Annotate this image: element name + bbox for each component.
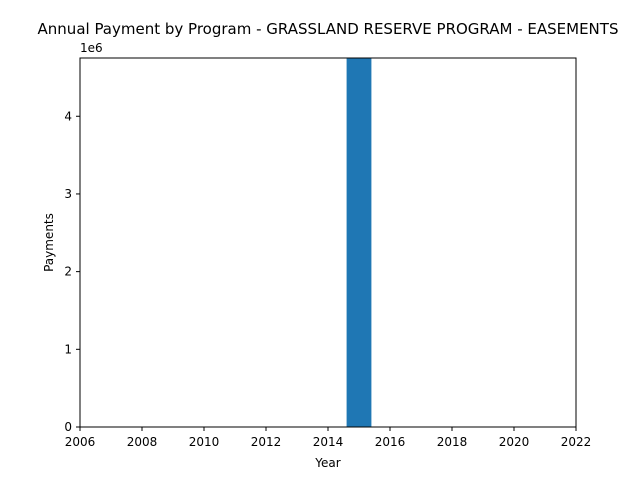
- chart-title: Annual Payment by Program - GRASSLAND RE…: [38, 20, 619, 38]
- y-tick-label: 3: [64, 187, 72, 201]
- x-axis-ticks: 2006 2008 2010 2012 2014 2016 2018 2020 2022: [65, 427, 592, 449]
- x-tick-label: 2008: [127, 435, 158, 449]
- y-tick-label: 4: [64, 109, 72, 123]
- x-tick-label: 2018: [437, 435, 468, 449]
- x-axis-label: Year: [314, 456, 340, 470]
- y-tick-label: 2: [64, 265, 72, 279]
- x-tick-label: 2006: [65, 435, 96, 449]
- y-tick-label: 1: [64, 342, 72, 356]
- x-tick-label: 2022: [561, 435, 592, 449]
- y-tick-label: 0: [64, 420, 72, 434]
- x-tick-label: 2020: [499, 435, 530, 449]
- y-axis-ticks: 0 1 2 3 4: [64, 109, 80, 434]
- x-tick-label: 2016: [375, 435, 406, 449]
- x-tick-label: 2010: [189, 435, 220, 449]
- x-tick-label: 2012: [251, 435, 282, 449]
- plot-frame: [79, 57, 577, 428]
- bars-group: [346, 58, 372, 427]
- y-axis-offset-label: 1e6: [80, 41, 103, 55]
- y-axis-label: Payments: [42, 213, 56, 272]
- x-tick-label: 2014: [313, 435, 344, 449]
- bar: [346, 58, 372, 427]
